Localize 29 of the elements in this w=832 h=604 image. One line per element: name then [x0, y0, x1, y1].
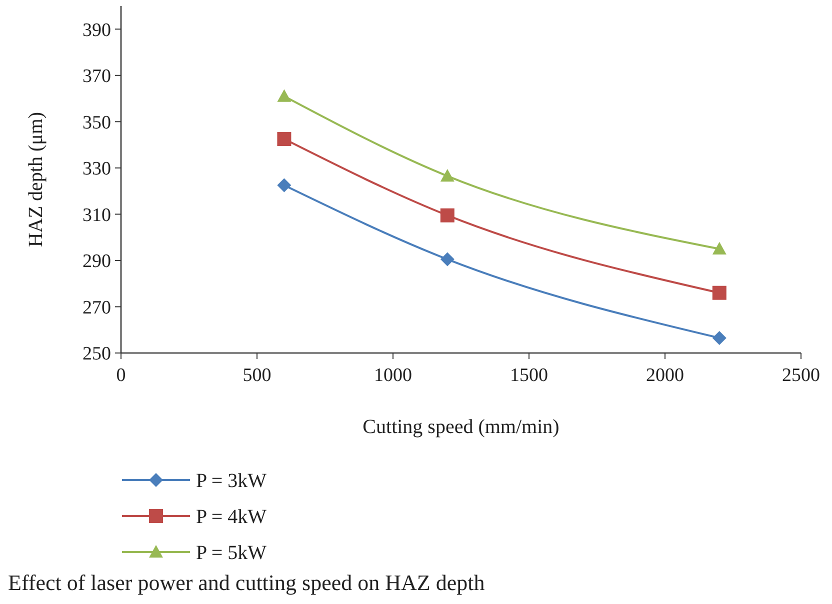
- y-tick-label: 270: [82, 297, 111, 318]
- x-tick-label: 0: [116, 365, 126, 386]
- point: [440, 169, 454, 182]
- x-axis-title: Cutting speed (mm/min): [362, 416, 560, 438]
- legend-label: P = 5kW: [196, 542, 267, 564]
- y-tick-label: 290: [82, 251, 111, 272]
- point: [712, 286, 726, 300]
- y-tick-label: 250: [82, 344, 111, 365]
- point: [712, 330, 726, 345]
- x-tick-label: 2000: [646, 365, 684, 386]
- y-tick-label: 350: [82, 112, 111, 134]
- point: [277, 178, 292, 192]
- y-tick-label: 370: [82, 66, 111, 88]
- x-tick-label: 1000: [374, 365, 412, 386]
- x-tick-label: 2500: [782, 365, 820, 386]
- x-tick-label: 1500: [510, 365, 548, 386]
- y-tick-label: 330: [82, 158, 111, 180]
- y-tick-label: 310: [82, 204, 111, 226]
- point: [712, 242, 726, 254]
- y-axis-title: HAZ depth (μm): [25, 112, 47, 248]
- legend-label: P = 3kW: [196, 470, 267, 492]
- text: Effect of laser power and cutting speed on HAZ depth: [8, 570, 485, 595]
- point: [440, 252, 454, 266]
- point: [277, 89, 292, 102]
- y-tick-label: 390: [82, 20, 111, 41]
- x-tick-label: 500: [242, 365, 272, 386]
- point: [440, 208, 454, 222]
- point: [277, 132, 292, 146]
- legend-label: P = 4kW: [196, 506, 267, 528]
